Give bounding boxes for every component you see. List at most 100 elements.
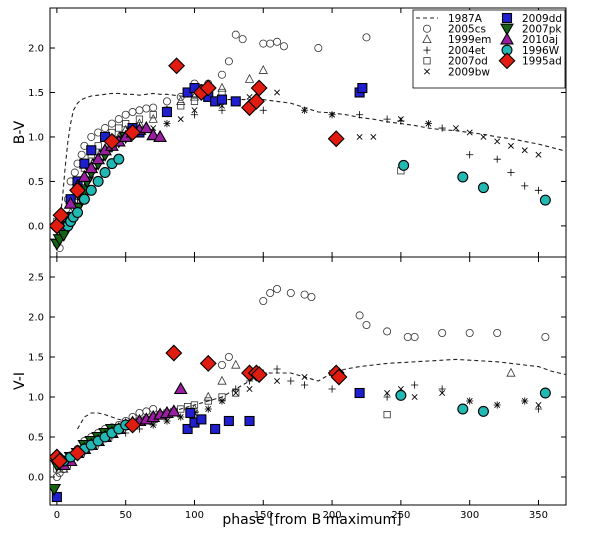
point-1995ad: [50, 217, 66, 235]
point-2009dd: [185, 407, 196, 419]
point-2007od: [204, 397, 212, 405]
point-2005cs: [355, 311, 364, 320]
series-1987a-bv: [59, 92, 566, 222]
point-2004et: [135, 425, 144, 433]
point-2005cs: [231, 30, 240, 39]
point-2009bw: [301, 374, 308, 380]
point-2004et: [493, 155, 501, 163]
point-2009dd: [161, 106, 173, 118]
point-2004et: [218, 106, 226, 114]
point-2009bw: [466, 129, 473, 136]
point-1996w: [85, 184, 97, 196]
legend-box: [412, 9, 566, 89]
point-1996w: [113, 153, 125, 165]
point-2005cs: [101, 124, 110, 133]
point-2005cs: [128, 108, 137, 117]
point-2009dd: [196, 414, 207, 425]
point-2005cs: [403, 332, 412, 341]
point-2004et: [383, 393, 391, 401]
y-tick-label-vi: 0.0: [28, 473, 44, 484]
point-2005cs: [87, 132, 96, 141]
point-2005cs: [135, 106, 144, 115]
y-axis-label-vi: V-I: [12, 372, 28, 390]
legend-swatch-2004et: [423, 46, 431, 54]
point-2009dd: [216, 94, 228, 105]
point-2005cs: [465, 328, 474, 337]
point-2007od: [218, 393, 226, 401]
point-2009bw: [466, 398, 473, 404]
point-2005cs: [541, 332, 550, 341]
point-2009bw: [521, 147, 528, 154]
point-2005cs: [162, 97, 171, 106]
point-2004et: [438, 124, 446, 132]
legend-swatch-2007od: [423, 57, 431, 65]
point-2009bw: [205, 406, 212, 412]
point-2005cs: [279, 42, 288, 51]
point-1995ad: [69, 444, 86, 462]
point-2004et: [534, 405, 543, 413]
point-2007od: [135, 115, 144, 123]
point-1999em: [217, 375, 227, 385]
point-2010aj: [77, 169, 92, 183]
point-2009bw: [535, 402, 542, 408]
point-2009bw: [535, 151, 542, 158]
point-1995ad: [124, 416, 142, 434]
point-2009dd: [223, 415, 234, 427]
point-2004et: [259, 106, 267, 114]
y-tick-label-vi: 2.5: [28, 273, 44, 284]
point-2005cs: [259, 296, 268, 305]
point-1995ad: [250, 79, 268, 97]
legend-swatch-2007pk: [500, 23, 514, 36]
point-2005cs: [273, 37, 282, 46]
point-1996w: [457, 403, 469, 415]
point-2009dd: [244, 415, 255, 427]
point-2005cs: [217, 70, 226, 79]
point-2005cs: [77, 150, 86, 159]
point-2005cs: [410, 332, 419, 341]
point-2005cs: [362, 33, 371, 42]
panel-vi: 0.0 0.5 1.0 1.5 2.0 2.5 0 50 100 150 200 250 300 350 V…: [12, 256, 567, 521]
x-axis-label: phase [from B maximum]: [222, 512, 401, 528]
point-2009bw: [397, 116, 404, 123]
point-2009dd: [86, 145, 97, 156]
point-1996w: [72, 207, 84, 219]
legend-label-1995ad: 1995ad: [522, 56, 562, 68]
y-tick-label-bv: 0.0: [28, 221, 44, 232]
legend-label-1999em: 1999em: [448, 34, 491, 46]
legend-entry-1996w: 1996W: [501, 44, 560, 57]
point-2009dd: [354, 387, 365, 399]
point-2007pk: [50, 483, 62, 497]
point-2010aj: [91, 152, 106, 165]
point-1999em: [244, 73, 255, 83]
point-1996w: [78, 193, 90, 205]
legend-label-2005cs: 2005cs: [448, 24, 486, 36]
point-1995ad: [168, 57, 186, 75]
point-2005cs: [142, 104, 151, 113]
point-2009bw: [219, 398, 225, 404]
point-2004et: [300, 381, 309, 389]
point-2004et: [273, 365, 281, 373]
point-1995ad: [327, 130, 345, 148]
point-2005cs: [307, 292, 316, 301]
point-1996w: [92, 175, 104, 187]
point-2009bw: [411, 394, 418, 400]
point-2005cs: [383, 327, 392, 336]
legend-swatch-1995ad: [498, 52, 516, 70]
point-2009dd: [210, 423, 221, 435]
series-2005cs-vi: [52, 284, 550, 481]
point-1999em: [506, 367, 516, 377]
point-1995ad: [165, 344, 183, 362]
point-2010aj: [173, 381, 188, 395]
point-2005cs: [314, 44, 323, 53]
point-1995ad: [69, 181, 86, 199]
legend-entry-2009bw: 2009bw: [424, 66, 490, 78]
series-2009bw-bv: [108, 89, 542, 158]
y-tick-label-bv: 0.5: [28, 177, 44, 188]
point-2005cs: [70, 168, 79, 177]
point-1996w: [398, 159, 410, 171]
point-2009bw: [384, 390, 391, 396]
point-2004et: [411, 381, 419, 389]
point-2007od: [383, 410, 391, 419]
point-1995ad: [124, 124, 142, 141]
legend-label-1987a: 1987A: [448, 13, 483, 25]
